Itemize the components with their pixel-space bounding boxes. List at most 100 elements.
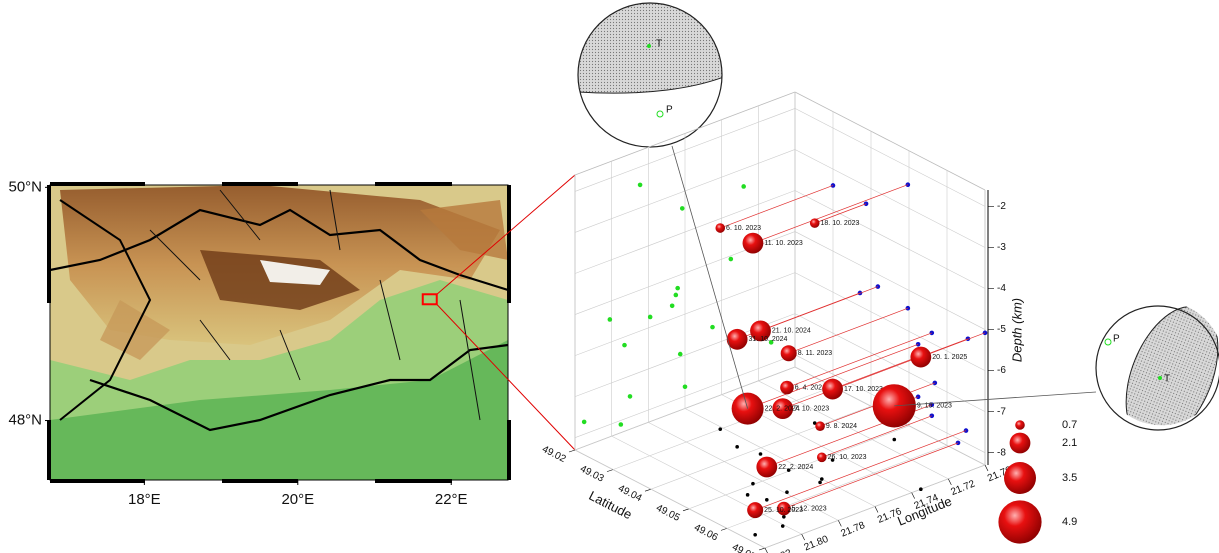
event (780, 381, 794, 395)
floor-projection (751, 482, 755, 486)
latitude-projection (619, 422, 624, 427)
floor-projection (782, 515, 786, 519)
x-tick (569, 450, 575, 452)
z-tick-label: -8 (997, 447, 1006, 458)
event-label: 11. 10. 2023 (764, 240, 803, 247)
floor-projection (765, 498, 769, 502)
event-label: 31. 10. 2024 (749, 336, 788, 343)
event-label: 17. 10. 2023 (844, 386, 883, 393)
event-label: 18. 10. 2023 (821, 220, 860, 227)
y-tick-label: 48°N (8, 412, 42, 429)
floor-projection (753, 533, 757, 537)
y-tick-label: 21.72 (949, 478, 977, 498)
projection-link (833, 358, 916, 389)
floor-projection (892, 438, 896, 442)
p-axis-label: P (666, 105, 673, 116)
legend-marker (1010, 433, 1031, 454)
x-tick-label: 49.06 (692, 522, 720, 543)
x-tick (645, 489, 651, 491)
mechanism-link (672, 146, 748, 409)
y-tick-label: 50°N (8, 178, 42, 195)
legend-label: 3.5 (1062, 472, 1077, 484)
x-tick (607, 470, 613, 472)
t-axis-label: T (1164, 374, 1170, 385)
legend-marker (1015, 420, 1025, 430)
latitude-projection (674, 293, 679, 298)
x-tick (721, 528, 727, 530)
p-axis-label: P (1113, 334, 1120, 345)
event-label: 20. 1. 2025 (932, 354, 967, 361)
y-tick (765, 548, 768, 553)
event-label: 22. 2. 2024 (778, 464, 813, 471)
z-tick-label: -5 (997, 324, 1006, 335)
floor-projection (735, 445, 739, 449)
x-tick-label: 49.03 (578, 463, 606, 484)
y-tick (948, 479, 951, 485)
mechanism-link (894, 392, 1096, 406)
latitude-projection (678, 352, 683, 357)
latitude-projection (741, 184, 746, 189)
y-tick (875, 507, 878, 513)
y-tick (985, 465, 988, 471)
z-tick-label: -7 (997, 406, 1006, 417)
floor-projection (718, 427, 722, 431)
latitude-projection (648, 315, 653, 320)
x-tick-label: 49.05 (654, 503, 682, 524)
latitude-projection (729, 257, 734, 262)
x-tick-label: 49.07 (730, 542, 758, 553)
latitude-projection (638, 183, 643, 188)
x-tick-label: 49.02 (540, 444, 568, 465)
event (910, 347, 931, 368)
event-label: 21. 10. 2024 (772, 328, 811, 335)
focal-mechanism: T P (1096, 293, 1219, 456)
x-tick-label: 18°E (128, 491, 161, 508)
z-tick-label: -2 (997, 201, 1006, 212)
floor-projection (820, 477, 824, 481)
focal-mechanism: T P (560, 0, 740, 147)
y-tick (802, 534, 805, 540)
legend-label: 4.9 (1062, 516, 1077, 528)
y-tick-label: 21.78 (839, 520, 867, 540)
legend-label: 0.7 (1062, 419, 1077, 431)
grid-line (795, 191, 985, 289)
x-tick-label: 20°E (281, 491, 314, 508)
legend-marker (1004, 462, 1036, 494)
y-tick-label: 21.82 (766, 547, 794, 553)
event-label: 25. 10. 2023 (764, 507, 803, 514)
z-tick-label: -4 (997, 283, 1006, 294)
t-axis-label: T (656, 39, 662, 50)
floor-projection (759, 452, 763, 456)
projection-link (787, 333, 932, 388)
latitude-projection (710, 325, 715, 330)
figure: T P T P 18°E 20°E 22°E 48°N 50°N 49.02 49.03 49… (0, 0, 1219, 553)
latitude-projection (675, 286, 680, 291)
floor-projection (781, 524, 785, 528)
event-label: 6. 4. 2024 (795, 384, 826, 391)
event (743, 233, 764, 254)
x-tick-label: 22°E (435, 491, 468, 508)
z-axis-title: Depth (km) (1009, 298, 1024, 362)
z-tick-label: -6 (997, 365, 1006, 376)
latitude-projection (608, 317, 613, 322)
floor-projection (785, 490, 789, 494)
event (715, 223, 725, 233)
event (822, 379, 843, 400)
latitude-projection (680, 206, 685, 211)
floor-projection (746, 493, 750, 497)
event (815, 421, 825, 431)
grid-line (612, 436, 802, 534)
event (817, 453, 827, 463)
event-label: 26. 10. 2023 (828, 454, 867, 461)
latitude-projection (683, 384, 688, 389)
projection-link (753, 185, 908, 243)
event-label: 8. 11. 2023 (798, 350, 833, 357)
map-terrain (50, 185, 508, 480)
floor-projection (818, 481, 822, 485)
latitude-projection (670, 304, 675, 309)
x-tick (683, 509, 689, 511)
grid-line (795, 149, 985, 247)
y-tick (912, 493, 915, 499)
event-label: 9. 8. 2024 (826, 423, 857, 430)
latitude-projection (628, 394, 633, 399)
event (747, 502, 763, 518)
